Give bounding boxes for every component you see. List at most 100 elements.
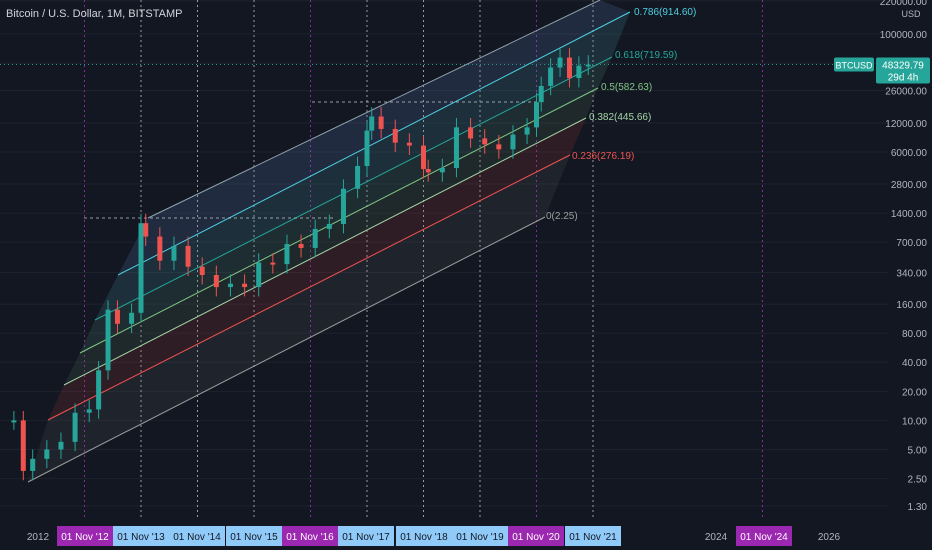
symbol-tag bbox=[834, 57, 874, 72]
time-label-box bbox=[565, 526, 621, 546]
price-tick-label: 5.00 bbox=[908, 445, 928, 456]
fib-line-top bbox=[147, 0, 601, 219]
price-tick-label: 26000.00 bbox=[885, 87, 927, 98]
candle bbox=[378, 116, 384, 129]
fib-level-label: 0(2.25) bbox=[546, 211, 578, 222]
time-axis-label: 01 Nov '14 bbox=[173, 532, 221, 543]
candle bbox=[425, 169, 431, 173]
price-unit-label: USD bbox=[901, 9, 921, 19]
candle bbox=[86, 409, 92, 413]
time-axis[interactable]: 2012 01 Nov '12 01 Nov '13 01 Nov '14 01 Nov… bbox=[0, 520, 932, 550]
candle bbox=[406, 142, 412, 146]
candle bbox=[392, 128, 398, 143]
symbol-title: Bitcoin / U.S. Dollar, 1M, BITSTAMP bbox=[6, 8, 183, 20]
candle bbox=[576, 65, 582, 79]
candle bbox=[298, 244, 304, 248]
candle bbox=[129, 312, 135, 324]
fib-line bbox=[47, 154, 571, 421]
candle bbox=[369, 116, 375, 131]
fib-band bbox=[64, 88, 598, 385]
price-axis[interactable]: 220000.00100000.0050000.0026000.0012000.… bbox=[880, 0, 932, 550]
time-label-box bbox=[508, 526, 564, 546]
candle bbox=[557, 57, 563, 68]
candle bbox=[171, 245, 177, 261]
fib-line bbox=[63, 117, 587, 386]
candle bbox=[58, 441, 64, 450]
price-tick-label: 220000.00 bbox=[880, 0, 928, 8]
time-axis-label: 01 Nov '12 bbox=[61, 532, 109, 543]
candle bbox=[524, 127, 530, 135]
candle bbox=[20, 420, 26, 471]
candle bbox=[114, 309, 120, 324]
candle bbox=[364, 130, 370, 167]
candle bbox=[439, 168, 445, 173]
candle bbox=[185, 245, 191, 267]
time-label-box bbox=[396, 526, 452, 546]
time-axis-label: 01 Nov '17 bbox=[342, 532, 390, 543]
candle bbox=[11, 420, 17, 423]
fib-level-label: 0.236(276.19) bbox=[572, 151, 634, 162]
candle bbox=[548, 67, 554, 86]
candle bbox=[157, 236, 163, 261]
time-label-box bbox=[736, 526, 792, 546]
candle bbox=[72, 412, 78, 442]
time-label-box bbox=[452, 526, 508, 546]
price-tick-label: 1400.00 bbox=[891, 209, 928, 220]
candle bbox=[482, 138, 488, 145]
time-axis-label: 01 Nov '16 bbox=[286, 532, 334, 543]
time-label-box bbox=[57, 526, 113, 546]
price-tag-countdown: 29d 4h bbox=[888, 73, 919, 84]
time-axis-label: 01 Nov '18 bbox=[400, 532, 448, 543]
price-tick-label: 12000.00 bbox=[885, 119, 927, 130]
fib-line bbox=[27, 216, 546, 483]
candle bbox=[468, 127, 474, 139]
time-axis-label: 01 Nov '24 bbox=[740, 532, 788, 543]
time-axis-label: 01 Nov '21 bbox=[569, 532, 617, 543]
candle bbox=[105, 309, 111, 371]
fib-channel bbox=[0, 0, 888, 483]
fib-level-label: 0.382(445.66) bbox=[589, 112, 651, 123]
candle bbox=[421, 145, 426, 170]
price-tick-label: 2.50 bbox=[908, 475, 928, 486]
fib-band bbox=[95, 12, 630, 320]
time-label-box bbox=[226, 526, 282, 546]
time-label-box bbox=[282, 526, 338, 546]
candle bbox=[453, 127, 459, 169]
candle bbox=[326, 223, 332, 229]
price-tick-label: 700.00 bbox=[896, 238, 927, 249]
candle bbox=[138, 223, 144, 313]
fib-band bbox=[80, 57, 612, 353]
price-tick-label: 1.30 bbox=[908, 502, 928, 513]
fib-band bbox=[118, 0, 630, 275]
candle bbox=[355, 166, 361, 189]
time-label-box bbox=[169, 526, 225, 546]
price-tag-value: 48329.79 bbox=[882, 61, 924, 72]
gridlines bbox=[0, 0, 888, 507]
price-tick-label: 10.00 bbox=[902, 416, 927, 427]
time-label-box bbox=[113, 526, 169, 546]
fib-level-label: 0.5(582.63) bbox=[601, 82, 652, 93]
time-axis-label: 2026 bbox=[818, 532, 841, 543]
candle bbox=[510, 134, 516, 150]
price-tick-label: 20.00 bbox=[902, 387, 927, 398]
candle bbox=[340, 188, 346, 224]
price-axis-bg bbox=[888, 0, 932, 550]
time-axis-label: 2024 bbox=[705, 532, 728, 543]
candle bbox=[143, 223, 149, 237]
price-tick-label: 80.00 bbox=[902, 329, 927, 340]
price-tick-label: 100000.00 bbox=[880, 30, 928, 41]
time-axis-label: 01 Nov '19 bbox=[456, 532, 504, 543]
candle bbox=[312, 228, 318, 248]
fib-band bbox=[48, 118, 586, 420]
time-axis-label: 01 Nov '15 bbox=[230, 532, 278, 543]
price-tick-label: 6000.00 bbox=[891, 148, 928, 159]
price-tick-label: 40.00 bbox=[902, 358, 927, 369]
candle bbox=[242, 283, 248, 288]
candle bbox=[213, 275, 219, 288]
price-tick-label: 160.00 bbox=[896, 300, 927, 311]
time-label-box bbox=[338, 526, 394, 546]
fib-line bbox=[94, 56, 613, 321]
candle bbox=[534, 102, 539, 128]
